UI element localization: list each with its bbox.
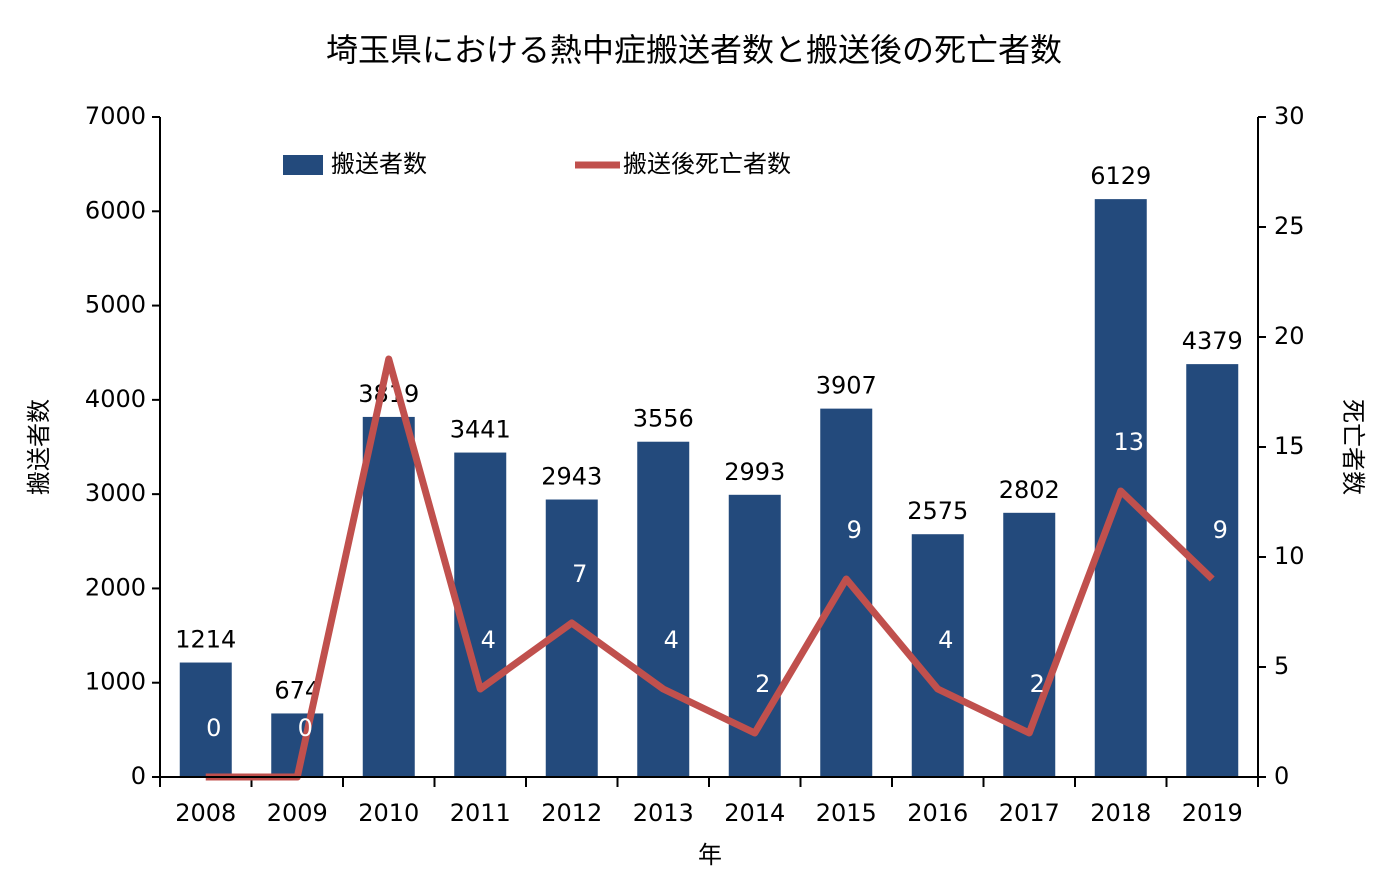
x-tick-label: 2010 <box>358 799 419 827</box>
bar <box>911 534 964 777</box>
line-value-label: 2 <box>1030 670 1045 698</box>
bar-value-label: 2575 <box>907 497 968 525</box>
y-tick-label: 1000 <box>85 668 146 696</box>
legend-label: 搬送者数 <box>331 150 427 178</box>
y2-tick-label: 15 <box>1274 432 1305 460</box>
y-tick-label: 3000 <box>85 479 146 507</box>
x-tick-label: 2008 <box>175 799 236 827</box>
x-tick-label: 2018 <box>1090 799 1151 827</box>
x-tick-label: 2016 <box>907 799 968 827</box>
line-value-label: 4 <box>664 626 679 654</box>
line-value-label: 7 <box>572 560 587 588</box>
x-tick-label: 2017 <box>999 799 1060 827</box>
y-tick-label: 4000 <box>85 385 146 413</box>
x-axis-title: 年 <box>698 841 722 869</box>
line-value-label: 9 <box>1213 516 1228 544</box>
bar-value-label: 2943 <box>541 463 602 491</box>
line-value-label: 19 <box>381 296 412 324</box>
line-value-label: 0 <box>298 714 313 742</box>
x-tick-label: 2019 <box>1182 799 1243 827</box>
bar <box>1003 512 1056 777</box>
chart-title: 埼玉県における熱中症搬送者数と搬送後の死亡者数 <box>326 31 1062 69</box>
y2-tick-label: 20 <box>1274 322 1305 350</box>
bar <box>179 662 232 777</box>
bar-value-label: 1214 <box>175 626 236 654</box>
legend-swatch <box>283 155 323 175</box>
bar <box>1186 364 1239 777</box>
y-tick-label: 2000 <box>85 573 146 601</box>
bar-value-label: 3907 <box>816 372 877 400</box>
bar <box>362 416 415 777</box>
y2-tick-label: 30 <box>1274 102 1305 130</box>
y-tick-label: 5000 <box>85 291 146 319</box>
bar <box>637 441 690 777</box>
line-value-label: 0 <box>206 714 221 742</box>
bar <box>820 408 873 777</box>
line <box>205 355 1215 781</box>
bar-value-label: 4379 <box>1182 327 1243 355</box>
line-value-label: 9 <box>847 516 862 544</box>
y-axis-title: 搬送者数 <box>25 399 53 495</box>
y2-tick-label: 5 <box>1274 652 1289 680</box>
line-value-label: 4 <box>938 626 953 654</box>
x-tick-label: 2014 <box>724 799 785 827</box>
x-tick-label: 2015 <box>816 799 877 827</box>
y2-axis-title: 死亡者数 <box>1339 399 1367 495</box>
x-tick-label: 2011 <box>450 799 511 827</box>
line-value-label: 2 <box>755 670 770 698</box>
y2-tick-label: 10 <box>1274 542 1305 570</box>
bar-value-label: 3819 <box>358 380 419 408</box>
x-tick-label: 2013 <box>633 799 694 827</box>
x-tick-label: 2009 <box>267 799 328 827</box>
bar-value-label: 3556 <box>633 405 694 433</box>
line-value-label: 13 <box>1113 428 1144 456</box>
y2-tick-label: 0 <box>1274 762 1289 790</box>
line-value-label: 4 <box>481 626 496 654</box>
bar-value-label: 2802 <box>999 476 1060 504</box>
x-tick-label: 2012 <box>541 799 602 827</box>
bar-value-label: 6129 <box>1090 162 1151 190</box>
y-tick-label: 0 <box>131 762 146 790</box>
bar-value-label: 3441 <box>450 416 511 444</box>
legend-label: 搬送後死亡者数 <box>623 150 791 178</box>
bar-value-label: 2993 <box>724 458 785 486</box>
y-tick-label: 7000 <box>85 102 146 130</box>
y-tick-label: 6000 <box>85 196 146 224</box>
y2-tick-label: 25 <box>1274 212 1305 240</box>
